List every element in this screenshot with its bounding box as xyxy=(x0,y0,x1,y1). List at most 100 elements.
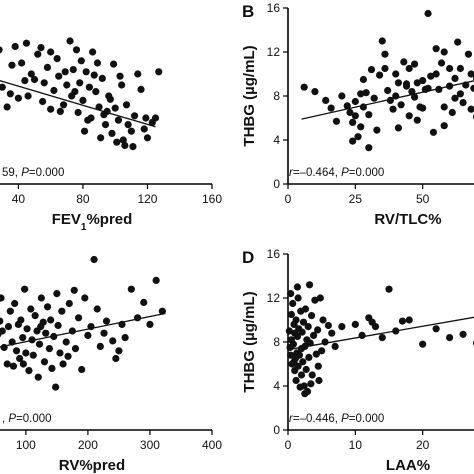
data-point xyxy=(65,299,73,308)
data-point xyxy=(304,323,312,331)
y-tick-label: 12 xyxy=(267,45,281,59)
data-point xyxy=(292,316,300,324)
data-point xyxy=(8,61,16,69)
data-point xyxy=(70,286,78,294)
data-point xyxy=(8,338,16,346)
data-point xyxy=(295,351,304,359)
data-point xyxy=(4,323,13,331)
data-point xyxy=(456,90,464,98)
data-point xyxy=(357,123,365,131)
data-point xyxy=(432,325,440,333)
data-point xyxy=(24,92,32,100)
data-point xyxy=(446,334,454,342)
data-point xyxy=(100,111,108,119)
data-point xyxy=(293,332,302,341)
data-point xyxy=(413,116,421,124)
data-point xyxy=(37,323,45,331)
data-point xyxy=(97,134,105,142)
data-point xyxy=(21,77,29,85)
data-point xyxy=(299,358,307,366)
data-point xyxy=(464,50,473,58)
data-point xyxy=(305,281,314,289)
data-point xyxy=(410,60,419,68)
x-tick-label: 0 xyxy=(285,192,292,206)
data-point xyxy=(76,79,84,87)
data-point xyxy=(118,81,126,89)
data-point xyxy=(85,83,93,91)
data-point xyxy=(35,340,44,348)
data-point xyxy=(386,96,394,104)
data-point xyxy=(68,92,76,100)
x-tick-label: 25 xyxy=(349,192,363,206)
data-point xyxy=(54,321,62,330)
y-tick-label: 12 xyxy=(267,291,281,305)
panel-letter: D xyxy=(242,248,254,267)
data-point xyxy=(398,317,407,325)
data-point xyxy=(0,83,6,91)
data-point xyxy=(53,290,61,298)
data-point xyxy=(397,101,405,109)
data-point xyxy=(394,79,403,87)
data-point xyxy=(389,105,397,113)
correlation-stat-label: 59, P=0.000 xyxy=(2,167,64,179)
data-point xyxy=(328,329,336,337)
data-point xyxy=(56,349,64,357)
x-tick-label: 160 xyxy=(202,192,222,206)
data-point xyxy=(290,358,298,366)
data-point xyxy=(424,84,432,92)
data-point xyxy=(301,342,309,350)
data-point xyxy=(405,64,413,73)
data-point xyxy=(29,351,37,359)
x-tick-label: 50 xyxy=(416,192,430,206)
data-point xyxy=(11,42,19,51)
data-point xyxy=(293,283,302,291)
data-point xyxy=(432,45,440,53)
data-point xyxy=(289,340,297,348)
data-point xyxy=(432,70,440,78)
x-tick-label: 400 xyxy=(202,438,222,452)
data-point xyxy=(392,70,400,78)
data-point xyxy=(427,72,435,80)
data-point xyxy=(34,50,42,58)
data-point xyxy=(405,316,413,324)
data-point xyxy=(327,104,335,112)
data-point xyxy=(90,255,98,264)
data-point xyxy=(74,314,83,322)
data-point xyxy=(27,70,35,78)
data-point xyxy=(119,136,127,144)
data-point xyxy=(419,340,427,348)
data-point xyxy=(6,90,14,98)
y-axis-title: THBG (µg/mL) xyxy=(241,45,258,146)
data-point xyxy=(435,85,443,93)
data-point xyxy=(305,353,313,361)
data-point xyxy=(121,334,129,342)
data-point xyxy=(115,347,123,355)
data-point xyxy=(40,79,48,87)
data-point xyxy=(424,9,432,18)
panel-letter: B xyxy=(242,2,254,21)
data-point xyxy=(92,88,100,96)
data-point xyxy=(3,103,11,111)
data-point xyxy=(314,326,322,334)
data-point xyxy=(47,316,55,324)
data-point xyxy=(53,55,61,63)
data-point xyxy=(69,66,77,74)
data-point xyxy=(78,365,86,374)
data-point xyxy=(146,320,154,328)
data-point xyxy=(21,285,29,293)
data-point xyxy=(467,70,474,78)
data-point xyxy=(306,339,314,347)
data-point xyxy=(349,137,357,145)
data-point xyxy=(419,104,427,112)
correlation-stat-label: r=–0.464, P=0.000 xyxy=(289,167,384,179)
data-point xyxy=(309,331,318,339)
data-point xyxy=(89,48,97,56)
scatter-panel-3: 100 200 300 400 RV%pred , P=0.000 xyxy=(0,255,222,474)
data-point xyxy=(48,364,56,372)
data-point xyxy=(40,358,49,366)
data-point xyxy=(22,349,30,357)
data-point xyxy=(93,305,101,313)
x-tick-label: 0 xyxy=(285,438,292,452)
x-tick-label: 200 xyxy=(78,438,98,452)
scatter-panel-2: 0 25 50 0 4 8 12 16 THBG (µg/mL) RV/TLC% Br=–0.464… xyxy=(241,1,474,228)
